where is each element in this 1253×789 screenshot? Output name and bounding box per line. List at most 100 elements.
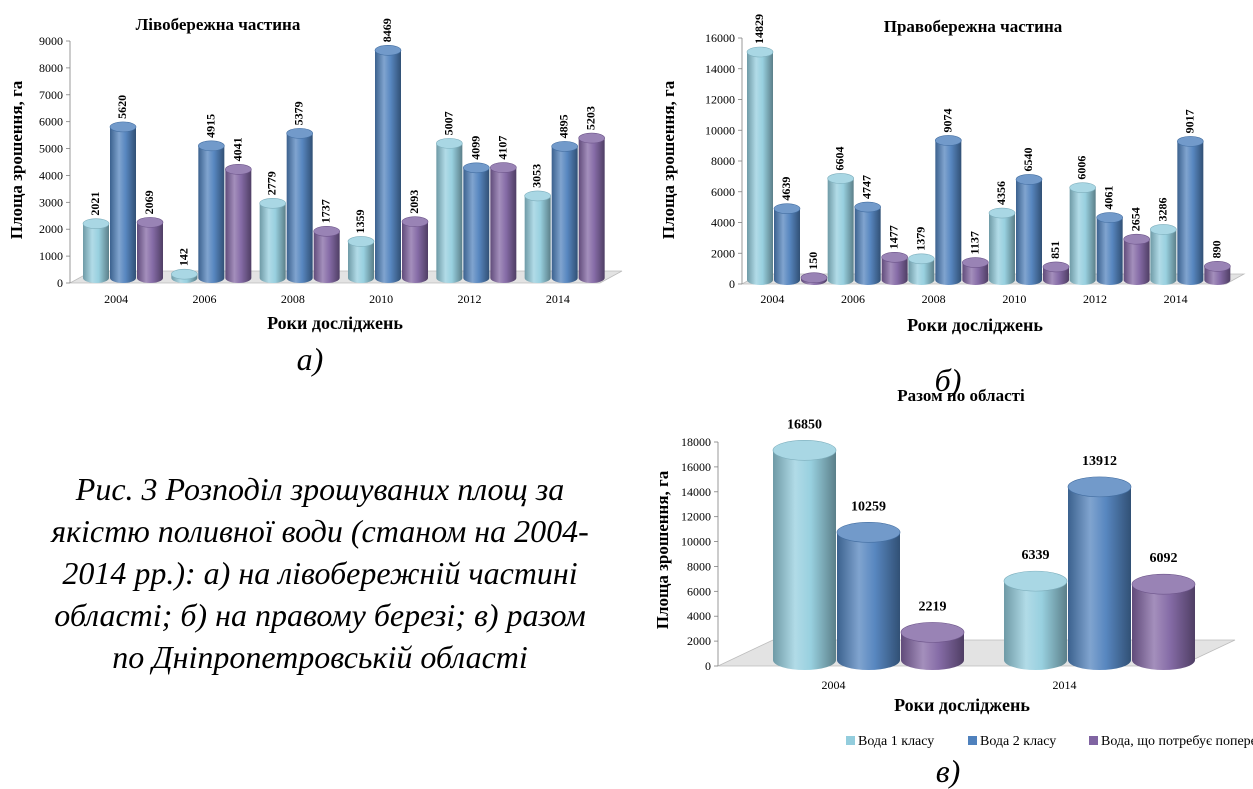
- chart-title: Лівобережна частина: [136, 15, 301, 34]
- bar-body: [908, 258, 935, 285]
- data-label: 1379: [913, 227, 927, 251]
- legend-label: Вода, що потребує попереднього поліпшенн…: [1101, 734, 1253, 749]
- bar-top: [436, 138, 463, 149]
- bar-top: [1123, 233, 1150, 245]
- bar-top: [259, 197, 286, 209]
- bar-top: [578, 132, 605, 144]
- y-tick-label: 0: [57, 276, 63, 290]
- data-label: 2069: [142, 190, 156, 214]
- bar-top: [198, 140, 225, 152]
- y-tick-label: 2000: [687, 634, 711, 648]
- x-axis-label: Роки досліджень: [267, 313, 403, 333]
- bar-2012-s2: [490, 162, 517, 283]
- bar-2014-s1: [551, 141, 578, 283]
- bar-2010-s0: [347, 236, 375, 283]
- bar-2012-s2: [1123, 233, 1150, 285]
- bar-2004-s2: [136, 217, 164, 283]
- bar-2014-s2: [1204, 261, 1231, 285]
- bar-body: [286, 133, 313, 283]
- bar-top: [800, 272, 828, 283]
- bar-2006-s0: [171, 268, 198, 283]
- bar-top: [881, 251, 908, 263]
- data-label: 5203: [584, 106, 598, 130]
- data-label: 2654: [1129, 207, 1143, 231]
- y-tick-label: 8000: [687, 559, 711, 573]
- bar-body: [137, 222, 163, 283]
- caption-line: 2014 рр.): а) на лівобережній частині: [62, 555, 578, 591]
- x-tick-label: 2004: [760, 292, 784, 306]
- data-label: 6604: [833, 146, 847, 170]
- bar-body: [747, 52, 773, 286]
- data-label: 4915: [203, 114, 217, 138]
- data-label: 2779: [265, 171, 279, 195]
- data-label: 4895: [557, 114, 571, 138]
- bar-2008-s0: [259, 197, 286, 283]
- bar-2004-s0: [772, 440, 837, 670]
- y-tick-label: 0: [705, 659, 711, 673]
- y-tick-label: 8000: [39, 61, 63, 75]
- y-tick-label: 18000: [681, 435, 711, 449]
- x-tick-label: 2008: [922, 292, 946, 306]
- bar-top: [935, 135, 962, 146]
- caption-line: по Дніпропетровській області: [112, 639, 528, 675]
- data-label: 150: [806, 252, 820, 270]
- y-tick-label: 12000: [681, 510, 711, 524]
- bar-2004-s1: [836, 522, 901, 670]
- bar-top: [772, 440, 837, 461]
- data-label: 6540: [1021, 147, 1035, 171]
- data-label: 8469: [380, 18, 394, 42]
- bar-top: [463, 162, 490, 174]
- y-tick-label: 16000: [705, 31, 735, 45]
- y-tick-label: 6000: [711, 185, 735, 199]
- bar-top: [374, 44, 402, 56]
- bar-top: [171, 268, 198, 280]
- y-tick-label: 14000: [681, 485, 711, 499]
- bar-2004-s1: [109, 121, 137, 283]
- bar-top: [827, 173, 854, 184]
- bar-2008-s1: [935, 135, 962, 285]
- bar-2014-s2: [1131, 573, 1196, 670]
- bar-body: [837, 532, 900, 670]
- bar-top: [908, 253, 935, 265]
- data-label: 2021: [88, 192, 102, 216]
- data-label: 1359: [353, 209, 367, 233]
- x-tick-label: 2014: [1164, 292, 1188, 306]
- y-axis-label: Площа зрошення, га: [659, 80, 678, 239]
- y-tick-label: 5000: [39, 142, 63, 156]
- data-label: 5379: [292, 101, 306, 125]
- x-axis-label: Роки досліджень: [894, 695, 1030, 715]
- bar-top: [286, 128, 313, 139]
- x-tick-label: 2012: [1083, 292, 1107, 306]
- bar-top: [313, 225, 340, 237]
- x-tick-label: 2014: [546, 292, 570, 306]
- data-label: 4107: [495, 136, 509, 160]
- chart-title: Разом по області: [897, 386, 1025, 405]
- bar-2010-s1: [374, 44, 402, 283]
- data-label: 1477: [887, 225, 901, 249]
- y-tick-label: 4000: [687, 609, 711, 623]
- bar-top: [836, 522, 901, 543]
- y-tick-label: 6000: [39, 115, 63, 129]
- y-tick-label: 2000: [39, 222, 63, 236]
- bar-top: [136, 217, 164, 228]
- bar-body: [225, 169, 252, 283]
- panel-label: в): [936, 753, 961, 789]
- bar-2012-s0: [436, 138, 463, 283]
- panel-label: а): [297, 341, 324, 377]
- bar-body: [962, 262, 989, 285]
- data-label: 4639: [779, 177, 793, 201]
- data-label: 9017: [1182, 109, 1196, 133]
- bar-body: [1016, 179, 1042, 285]
- bar-body: [1150, 229, 1177, 285]
- bar-body: [198, 145, 225, 283]
- bar-top: [1177, 136, 1204, 147]
- legend-label: Вода 2 класу: [980, 734, 1056, 749]
- y-tick-label: 0: [729, 277, 735, 291]
- x-tick-label: 2004: [104, 292, 128, 306]
- y-tick-label: 2000: [711, 246, 735, 260]
- panel-label: б): [935, 362, 962, 398]
- bar-top: [225, 164, 252, 175]
- data-label: 890: [1209, 240, 1223, 258]
- y-tick-label: 4000: [39, 168, 63, 182]
